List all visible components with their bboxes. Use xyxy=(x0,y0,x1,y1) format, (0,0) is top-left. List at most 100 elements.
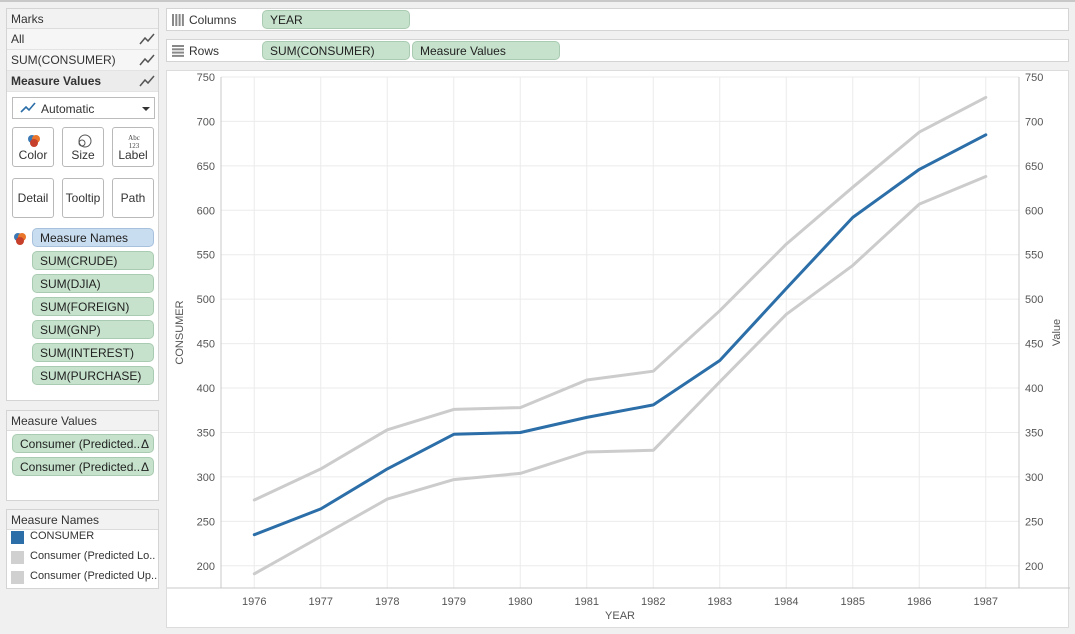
x-tick-label: 1986 xyxy=(907,596,931,608)
y-tick-label: 650 xyxy=(197,161,215,173)
tooltip-button[interactable]: Tooltip xyxy=(62,178,104,218)
legend-label: CONSUMER xyxy=(30,530,95,542)
legend-swatch xyxy=(11,571,24,584)
columns-shelf[interactable]: Columns YEAR xyxy=(166,8,1069,31)
pill-sum-gnp[interactable]: SUM(GNP) xyxy=(32,320,154,339)
marks-title: Marks xyxy=(7,9,158,29)
y-tick-label: 600 xyxy=(197,205,215,217)
legend-title: Measure Names xyxy=(7,510,158,530)
size-button[interactable]: Size xyxy=(62,127,104,167)
y-axis-title: CONSUMER xyxy=(174,300,186,364)
rows-grid-icon xyxy=(172,45,184,57)
line-mark-icon xyxy=(139,54,155,66)
marks-card: Marks All SUM(CONSUMER) Measure Values A… xyxy=(6,8,159,401)
mark-type-label: Automatic xyxy=(41,102,95,116)
columns-grid-icon xyxy=(172,14,184,26)
y2-tick-label: 550 xyxy=(1025,250,1043,262)
y2-tick-label: 300 xyxy=(1025,472,1043,484)
x-tick-label: 1983 xyxy=(708,596,732,608)
color-button[interactable]: Color xyxy=(12,127,54,167)
line-mark-icon xyxy=(20,102,36,113)
y2-tick-label: 450 xyxy=(1025,339,1043,351)
path-button-label: Path xyxy=(120,191,146,205)
pill-sum-purchase[interactable]: SUM(PURCHASE) xyxy=(32,366,154,385)
mark-type-dropdown[interactable]: Automatic xyxy=(12,97,155,119)
marks-row-label: Measure Values xyxy=(11,74,102,88)
legend-swatch xyxy=(11,531,24,544)
x-axis-title: YEAR xyxy=(605,610,635,622)
y2-tick-label: 250 xyxy=(1025,516,1043,528)
x-tick-label: 1977 xyxy=(309,596,333,608)
measure-names-legend: Measure Names CONSUMER Consumer (Predict… xyxy=(6,509,159,589)
y-tick-label: 450 xyxy=(197,339,215,351)
y2-tick-label: 500 xyxy=(1025,294,1043,306)
pill-sum-consumer[interactable]: SUM(CONSUMER) xyxy=(262,41,410,60)
path-button[interactable]: Path xyxy=(112,178,154,218)
x-tick-label: 1979 xyxy=(442,596,466,608)
marks-row-sum-consumer[interactable]: SUM(CONSUMER) xyxy=(7,50,158,71)
color-button-label: Color xyxy=(18,148,48,162)
y2-tick-label: 650 xyxy=(1025,161,1043,173)
legend-swatch xyxy=(11,551,24,564)
y2-tick-label: 350 xyxy=(1025,427,1043,439)
y-tick-label: 350 xyxy=(197,427,215,439)
y-tick-label: 500 xyxy=(197,294,215,306)
marks-row-label: SUM(CONSUMER) xyxy=(11,53,116,67)
x-tick-label: 1987 xyxy=(974,596,998,608)
series-line-2 xyxy=(252,133,988,537)
rows-shelf-label: Rows xyxy=(189,44,220,58)
detail-button[interactable]: Detail xyxy=(12,178,54,218)
pill-measure-names[interactable]: Measure Names xyxy=(32,228,154,247)
label-button-label: Label xyxy=(118,148,148,162)
pill-sum-djia[interactable]: SUM(DJIA) xyxy=(32,274,154,293)
marks-row-all[interactable]: All xyxy=(7,29,158,50)
svg-text:123: 123 xyxy=(129,142,140,149)
measure-values-title: Measure Values xyxy=(7,411,158,431)
size-button-label: Size xyxy=(71,148,95,162)
legend-label: Consumer (Predicted Up.. xyxy=(30,570,158,582)
x-tick-label: 1985 xyxy=(841,596,865,608)
series-line-1 xyxy=(252,175,988,576)
y-tick-label: 250 xyxy=(197,516,215,528)
chevron-down-icon xyxy=(142,107,150,111)
y-tick-label: 200 xyxy=(197,561,215,573)
y-tick-label: 400 xyxy=(197,383,215,395)
window-top-border xyxy=(0,0,1075,2)
delta-icon: Δ xyxy=(140,437,149,451)
y-tick-label: 550 xyxy=(197,250,215,262)
y2-tick-label: 600 xyxy=(1025,205,1043,217)
marks-row-measure-values[interactable]: Measure Values xyxy=(7,71,158,92)
legend-label: Consumer (Predicted Lo.. xyxy=(30,550,156,562)
x-tick-label: 1982 xyxy=(641,596,665,608)
x-tick-label: 1978 xyxy=(375,596,399,608)
y2-axis-title: Value xyxy=(1051,319,1063,346)
pill-label: Consumer (Predicted.. xyxy=(20,460,141,474)
y2-tick-label: 200 xyxy=(1025,561,1043,573)
pill-sum-foreign[interactable]: SUM(FOREIGN) xyxy=(32,297,154,316)
columns-shelf-label: Columns xyxy=(189,13,237,27)
marks-row-label: All xyxy=(11,32,25,46)
pill-measure-values[interactable]: Measure Values xyxy=(412,41,560,60)
pill-sum-crude[interactable]: SUM(CRUDE) xyxy=(32,251,154,270)
pill-consumer-predicted-upper[interactable]: Consumer (Predicted.. Δ xyxy=(12,457,154,476)
pill-year[interactable]: YEAR xyxy=(262,10,410,29)
y2-tick-label: 700 xyxy=(1025,116,1043,128)
measure-values-card: Measure Values Consumer (Predicted.. Δ C… xyxy=(6,410,159,501)
pill-sum-interest[interactable]: SUM(INTEREST) xyxy=(32,343,154,362)
chart-view[interactable]: 200 200 250 250 300 300 350 350 400 400 450 450 500 5… xyxy=(166,70,1070,628)
delta-icon: Δ xyxy=(140,460,149,474)
rows-shelf[interactable]: Rows SUM(CONSUMER) Measure Values xyxy=(166,39,1069,62)
y2-tick-label: 750 xyxy=(1025,72,1043,84)
x-tick-label: 1976 xyxy=(242,596,266,608)
pill-consumer-predicted-lower[interactable]: Consumer (Predicted.. Δ xyxy=(12,434,154,453)
series-line-0 xyxy=(252,95,988,502)
y2-tick-label: 400 xyxy=(1025,383,1043,395)
label-button[interactable]: Abc 123 Label xyxy=(112,127,154,167)
x-tick-label: 1984 xyxy=(774,596,798,608)
tooltip-button-label: Tooltip xyxy=(65,191,101,205)
line-mark-icon xyxy=(139,75,155,87)
y-tick-label: 300 xyxy=(197,472,215,484)
size-circles-icon xyxy=(78,134,92,148)
y-tick-label: 700 xyxy=(197,116,215,128)
x-tick-label: 1981 xyxy=(575,596,599,608)
